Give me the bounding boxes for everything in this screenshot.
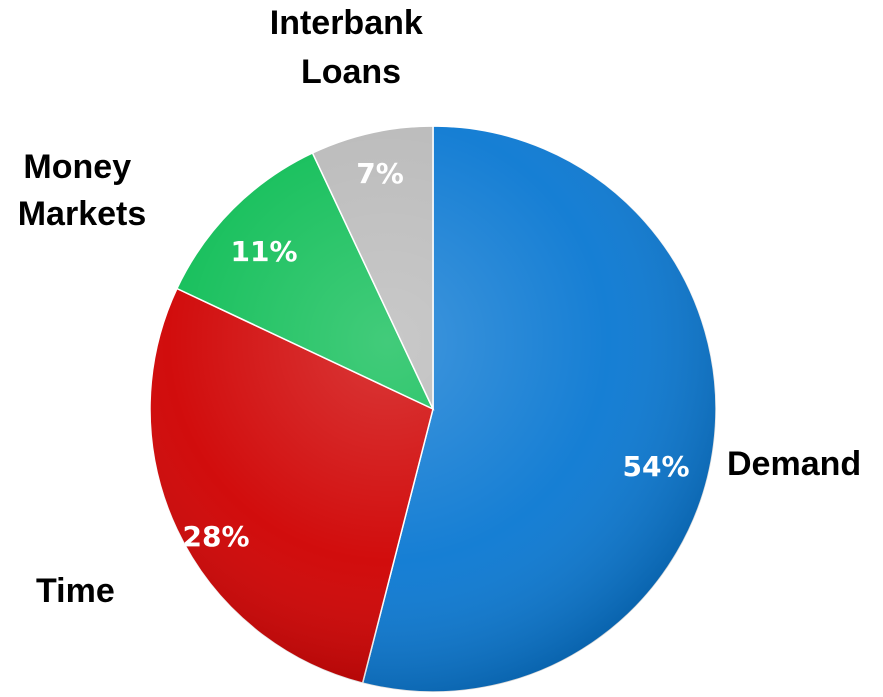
- data-label-demand: 54%: [622, 450, 689, 483]
- category-label-money-markets: Money Markets: [18, 148, 147, 233]
- category-label-interbank-loans-line-1: Interbank: [270, 4, 423, 42]
- category-label-time: Time: [36, 572, 115, 610]
- pie-gloss-overlay: [150, 126, 716, 692]
- category-label-interbank-loans: Interbank Loans: [270, 4, 433, 91]
- pie-slices: [149, 125, 717, 693]
- data-label-interbank-loans: 7%: [356, 157, 404, 190]
- category-label-money-markets-line-1: Money: [23, 148, 131, 186]
- data-label-money-markets: 11%: [230, 235, 297, 268]
- category-label-demand: Demand: [727, 445, 861, 483]
- data-label-time: 28%: [182, 520, 249, 553]
- category-label-money-markets-line-2: Markets: [18, 195, 147, 233]
- category-label-interbank-loans-line-2: Loans: [301, 53, 401, 91]
